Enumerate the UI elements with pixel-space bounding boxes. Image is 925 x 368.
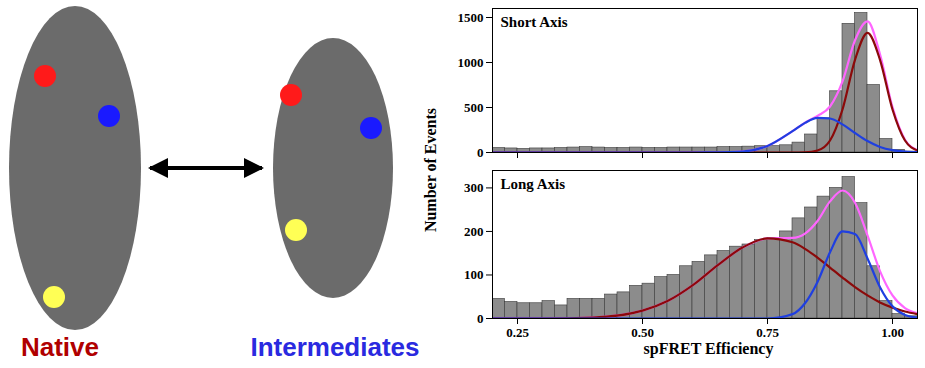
svg-text:0.50: 0.50 xyxy=(631,325,654,340)
svg-text:1500: 1500 xyxy=(458,10,484,25)
svg-text:500: 500 xyxy=(464,100,484,115)
svg-text:200: 200 xyxy=(464,224,484,239)
html-text:Number of Events: Number of Events xyxy=(422,107,439,233)
svg-text:0: 0 xyxy=(477,145,484,160)
html-text:spFRET Efficiency: spFRET Efficiency xyxy=(643,340,774,357)
svg-text:100: 100 xyxy=(464,267,484,282)
svg-text:Short Axis: Short Axis xyxy=(501,14,568,30)
svg-text:Intermediates: Intermediates xyxy=(250,332,419,362)
svg-text:Native: Native xyxy=(21,332,99,362)
svg-text:1.00: 1.00 xyxy=(881,325,904,340)
svg-text:0.25: 0.25 xyxy=(506,325,529,340)
svg-text:0.75: 0.75 xyxy=(756,325,779,340)
svg-text:Long Axis: Long Axis xyxy=(501,176,566,192)
svg-text:300: 300 xyxy=(464,180,484,195)
svg-text:0: 0 xyxy=(477,311,484,326)
svg-text:1000: 1000 xyxy=(458,55,484,70)
